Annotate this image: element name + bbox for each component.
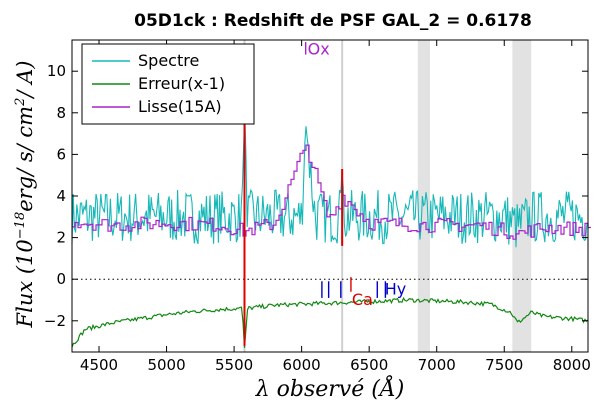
legend-label-lisse: Lisse(15A) bbox=[138, 97, 222, 116]
ylabel-pre: Flux (10 bbox=[13, 239, 37, 328]
series-lisse-15a- bbox=[72, 144, 591, 240]
y-tick-label: 6 bbox=[56, 145, 66, 163]
ylabel-post: / A) bbox=[13, 61, 37, 100]
y-tick-label: 4 bbox=[56, 187, 66, 205]
series-group bbox=[71, 102, 591, 348]
line-markers: Ox Ca Hy bbox=[304, 39, 407, 309]
ylabel-mid: erg/ s/ cm bbox=[13, 106, 37, 212]
x-tick-label: 5000 bbox=[147, 356, 185, 374]
x-tick-label: 8000 bbox=[553, 356, 591, 374]
shaded-band-0 bbox=[417, 40, 430, 352]
y-tick-label: 10 bbox=[47, 62, 66, 80]
marker-label-ox: Ox bbox=[308, 39, 330, 58]
x-tick-label: 4500 bbox=[80, 356, 118, 374]
legend-label-spectre: Spectre bbox=[138, 51, 199, 70]
x-tick-label: 5500 bbox=[215, 356, 253, 374]
shaded-band-1 bbox=[512, 40, 532, 352]
x-tick-label: 7000 bbox=[418, 356, 456, 374]
x-tick-label: 6500 bbox=[350, 356, 388, 374]
legend-label-erreur: Erreur(x-1) bbox=[138, 74, 225, 93]
legend: Spectre Erreur(x-1) Lisse(15A) bbox=[81, 43, 255, 125]
y-tick-label: −2 bbox=[44, 312, 66, 330]
ylabel-exp: −18 bbox=[13, 212, 28, 239]
marker-label-hy: Hy bbox=[385, 280, 407, 299]
marker-label-ca: Ca bbox=[352, 290, 373, 309]
y-axis-ticks: −2 0 2 4 6 8 10 bbox=[44, 62, 588, 330]
chart-title: 05D1ck : Redshift de PSF GAL_2 = 0.6178 bbox=[134, 11, 532, 31]
y-tick-label: 0 bbox=[56, 270, 66, 288]
x-tick-label: 7500 bbox=[485, 356, 523, 374]
series-spectre bbox=[71, 113, 589, 248]
y-axis-label: Flux (10−18erg/ s/ cm2/ A) bbox=[13, 61, 37, 329]
series-erreur-x-1- bbox=[71, 296, 589, 348]
ylabel-sup2: 2 bbox=[13, 98, 28, 107]
y-tick-label: 8 bbox=[56, 104, 66, 122]
shaded-bands bbox=[417, 40, 532, 352]
x-tick-label: 6000 bbox=[283, 356, 321, 374]
y-tick-label: 2 bbox=[56, 229, 66, 247]
x-axis-label: λ observé (Å) bbox=[255, 374, 405, 400]
x-axis-ticks: 4500 5000 5500 6000 6500 7000 7500 8000 bbox=[80, 40, 591, 374]
